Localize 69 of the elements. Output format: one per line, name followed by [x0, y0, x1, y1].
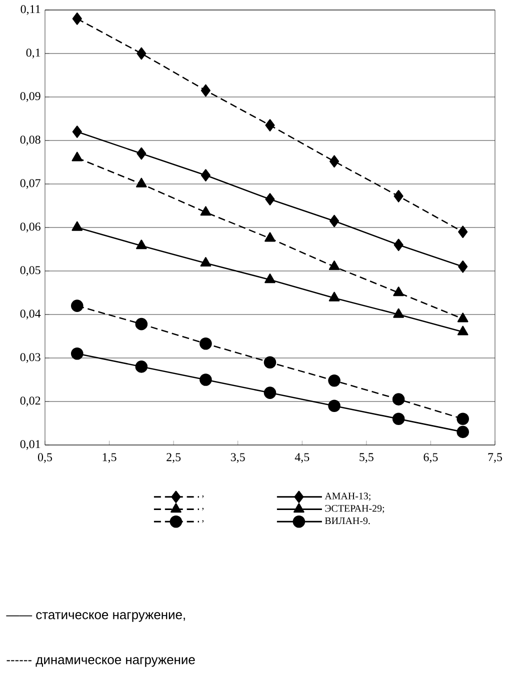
point: [328, 260, 340, 270]
legend-label: ,: [202, 520, 204, 523]
point: [457, 326, 468, 336]
text: ------ динамическое нагружение: [6, 657, 195, 667]
y-tick-label: 0,08: [20, 136, 40, 146]
legend-label: ,: [202, 495, 204, 498]
point: [330, 155, 340, 168]
x-tick-label: 7,5: [488, 453, 502, 463]
x-tick-label: 1,5: [102, 453, 116, 463]
x-tick-label: 4,5: [294, 453, 310, 463]
point: [72, 221, 83, 231]
point: [264, 232, 276, 242]
point: [200, 374, 212, 386]
text: —— статическое нагружение,: [6, 612, 185, 622]
x-tick-label: 5,5: [360, 453, 374, 463]
point: [72, 152, 83, 162]
point: [265, 193, 275, 206]
y-tick-label: 0,01: [20, 440, 40, 450]
point: [456, 426, 470, 438]
y-tick-label: 0,02: [20, 396, 40, 406]
x-tick-label: 3,5: [230, 453, 245, 463]
point: [200, 206, 212, 216]
point: [136, 47, 146, 60]
point: [264, 356, 276, 368]
point: [200, 84, 210, 97]
point: [136, 178, 147, 188]
point: [330, 214, 340, 228]
point: [264, 386, 276, 399]
point: [200, 257, 212, 267]
point: [135, 360, 148, 373]
y-tick-label: 0,11: [20, 5, 40, 15]
y-tick-label: 0,06: [20, 222, 40, 232]
point: [135, 318, 148, 330]
y-tick-label: 0,04: [20, 310, 41, 320]
x-tick-label: 0,5: [38, 453, 52, 463]
point: [394, 238, 404, 252]
point: [328, 292, 340, 302]
point: [328, 374, 340, 387]
point: [394, 190, 404, 202]
point: [136, 240, 147, 250]
point: [136, 147, 146, 160]
legend-label: ВИЛАН-9.: [324, 517, 370, 524]
legend-label: АМАН-13;: [324, 492, 370, 501]
point: [457, 312, 468, 322]
point: [392, 393, 405, 406]
x-tick-label: 2,5: [166, 453, 181, 463]
point: [70, 347, 84, 360]
point: [72, 12, 82, 25]
legend-label: ЭСТЕРАН-29;: [325, 505, 384, 514]
point: [200, 169, 210, 182]
point: [458, 226, 468, 238]
point: [393, 286, 404, 296]
y-tick-label: 0,05: [20, 266, 40, 276]
x-tick-label: 6,5: [424, 453, 438, 463]
point: [70, 300, 84, 312]
point: [458, 260, 468, 273]
point: [264, 274, 276, 284]
point: [200, 337, 212, 350]
y-tick-label: 0,1: [26, 48, 40, 58]
point: [393, 308, 404, 318]
y-tick-label: 0,07: [20, 179, 40, 189]
legend-label: ,: [202, 508, 204, 510]
y-tick-label: 0,03: [20, 353, 40, 363]
y-tick-label: 0,09: [20, 92, 40, 102]
point: [456, 412, 470, 426]
point: [265, 119, 275, 132]
point: [328, 400, 340, 412]
point: [72, 126, 82, 138]
point: [392, 412, 405, 426]
